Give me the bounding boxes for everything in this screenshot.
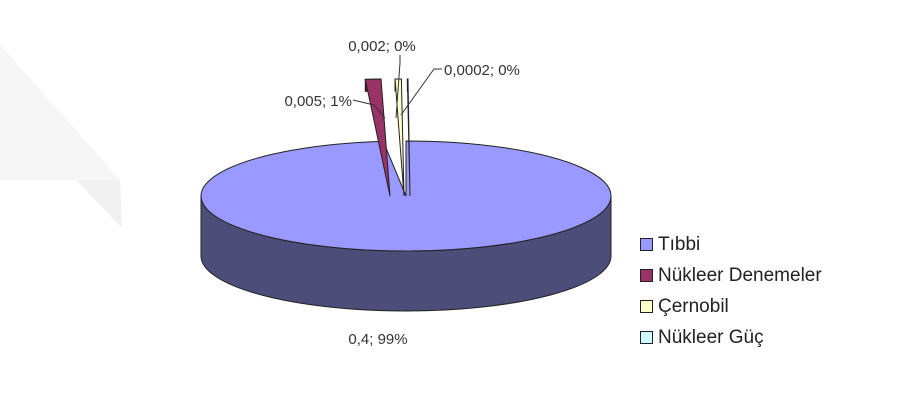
slice-cernobil — [394, 78, 405, 197]
slice-nukleer-guc — [406, 78, 411, 197]
legend-label-nukleer-denemeler: Nükleer Denemeler — [658, 264, 822, 286]
pie-chart: 0,4; 99% 0,005; 1% 0,002; 0% 0,0002; 0% — [200, 38, 612, 348]
legend-swatch-nukleer-guc — [640, 331, 653, 344]
slice-nukleer-denemeler — [364, 78, 391, 197]
legend-label-cernobil: Çernobil — [658, 295, 729, 317]
legend-label-nukleer-guc: Nükleer Güç — [658, 326, 764, 348]
legend-item-tibbi: Tıbbi — [640, 229, 915, 260]
data-label-nukleer-guc: 0,0002; 0% — [444, 62, 520, 79]
legend-swatch-cernobil — [640, 300, 653, 313]
leader-line-nukleer-guc — [400, 68, 442, 116]
legend-swatch-nukleer-denemeler — [640, 269, 653, 282]
legend-item-cernobil: Çernobil — [640, 291, 915, 322]
leader-line-nukleer-denemeler — [352, 99, 386, 119]
legend-item-nukleer-guc: Nükleer Güç — [640, 322, 915, 353]
legend-label-tibbi: Tıbbi — [658, 233, 701, 255]
leader-line-cernobil — [395, 55, 401, 119]
slice-tibbi — [200, 140, 612, 252]
legend-swatch-tibbi — [640, 238, 653, 251]
data-label-cernobil: 0,002; 0% — [348, 38, 416, 55]
legend: Tıbbi Nükleer Denemeler Çernobil Nükleer… — [640, 229, 915, 353]
legend-item-nukleer-denemeler: Nükleer Denemeler — [640, 260, 915, 291]
data-label-nukleer-denemeler: 0,005; 1% — [284, 93, 352, 110]
data-label-tibbi: 0,4; 99% — [348, 331, 407, 348]
chart-area: 0,4; 99% 0,005; 1% 0,002; 0% 0,0002; 0% Tıb… — [172, 3, 915, 391]
